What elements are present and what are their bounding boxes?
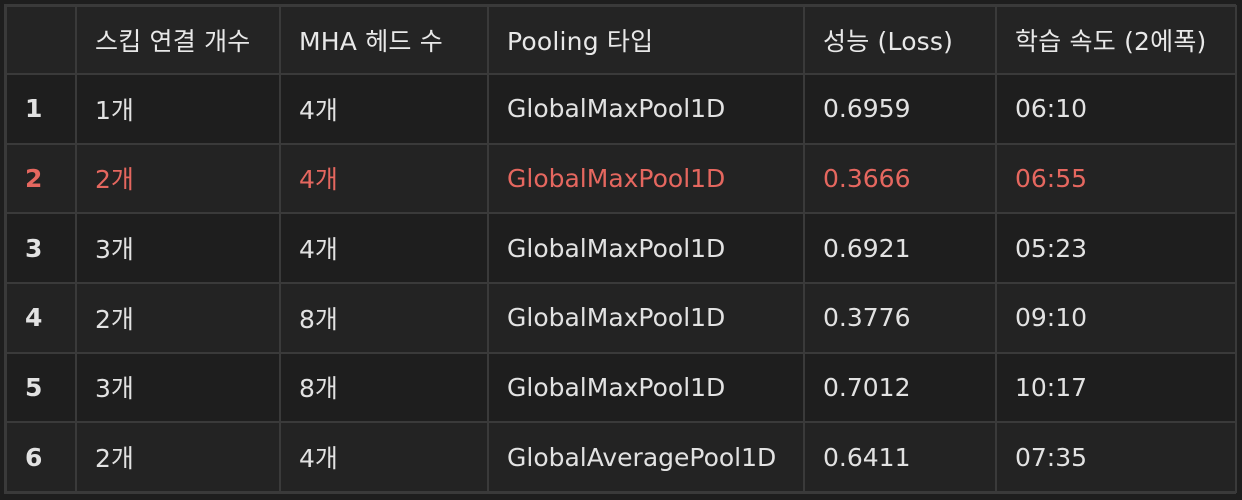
cell-speed: 06:55 (995, 142, 1237, 215)
cell-speed: 06:10 (995, 73, 1237, 145)
cell-pooling: GlobalMaxPool1D (487, 351, 805, 424)
results-table-frame: 스킵 연결 개수 MHA 헤드 수 Pooling 타입 성능 (Loss) 학… (4, 4, 1237, 494)
table-header: 스킵 연결 개수 MHA 헤드 수 Pooling 타입 성능 (Loss) 학… (5, 5, 1237, 75)
row-index: 3 (5, 212, 77, 284)
cell-loss: 0.6921 (803, 212, 997, 284)
cell-skip: 2개 (75, 281, 281, 354)
header-pooling-type: Pooling 타입 (487, 5, 805, 75)
header-row: 스킵 연결 개수 MHA 헤드 수 Pooling 타입 성능 (Loss) 학… (5, 5, 1237, 75)
row-index: 5 (5, 351, 77, 424)
header-mha-heads: MHA 헤드 수 (279, 5, 489, 75)
table-row: 4 2개 8개 GlobalMaxPool1D 0.3776 09:10 (5, 281, 1237, 354)
cell-skip: 3개 (75, 212, 281, 284)
row-index: 2 (5, 142, 77, 215)
cell-pooling: GlobalMaxPool1D (487, 73, 805, 145)
row-index: 1 (5, 73, 77, 145)
table-body: 1 1개 4개 GlobalMaxPool1D 0.6959 06:10 2 2… (5, 73, 1237, 493)
cell-loss: 0.3666 (803, 142, 997, 215)
cell-speed: 05:23 (995, 212, 1237, 284)
table-row: 2 2개 4개 GlobalMaxPool1D 0.3666 06:55 (5, 142, 1237, 215)
cell-heads: 4개 (279, 212, 489, 284)
cell-speed: 10:17 (995, 351, 1237, 424)
table-row: 5 3개 8개 GlobalMaxPool1D 0.7012 10:17 (5, 351, 1237, 424)
cell-loss: 0.7012 (803, 351, 997, 424)
cell-pooling: GlobalAveragePool1D (487, 421, 805, 493)
cell-heads: 4개 (279, 73, 489, 145)
cell-skip: 2개 (75, 142, 281, 215)
header-loss: 성능 (Loss) (803, 5, 997, 75)
cell-loss: 0.6959 (803, 73, 997, 145)
header-index (5, 5, 77, 75)
cell-loss: 0.3776 (803, 281, 997, 354)
cell-pooling: GlobalMaxPool1D (487, 142, 805, 215)
table-row: 3 3개 4개 GlobalMaxPool1D 0.6921 05:23 (5, 212, 1237, 284)
cell-skip: 1개 (75, 73, 281, 145)
cell-heads: 4개 (279, 421, 489, 493)
cell-heads: 4개 (279, 142, 489, 215)
cell-skip: 2개 (75, 421, 281, 493)
results-table: 스킵 연결 개수 MHA 헤드 수 Pooling 타입 성능 (Loss) 학… (5, 5, 1237, 493)
table-row: 1 1개 4개 GlobalMaxPool1D 0.6959 06:10 (5, 73, 1237, 145)
row-index: 6 (5, 421, 77, 493)
cell-pooling: GlobalMaxPool1D (487, 212, 805, 284)
cell-loss: 0.6411 (803, 421, 997, 493)
row-index: 4 (5, 281, 77, 354)
table-row: 6 2개 4개 GlobalAveragePool1D 0.6411 07:35 (5, 421, 1237, 493)
cell-skip: 3개 (75, 351, 281, 424)
cell-speed: 09:10 (995, 281, 1237, 354)
cell-heads: 8개 (279, 351, 489, 424)
header-skip-connections: 스킵 연결 개수 (75, 5, 281, 75)
cell-heads: 8개 (279, 281, 489, 354)
header-training-speed: 학습 속도 (2에폭) (995, 5, 1237, 75)
cell-speed: 07:35 (995, 421, 1237, 493)
cell-pooling: GlobalMaxPool1D (487, 281, 805, 354)
